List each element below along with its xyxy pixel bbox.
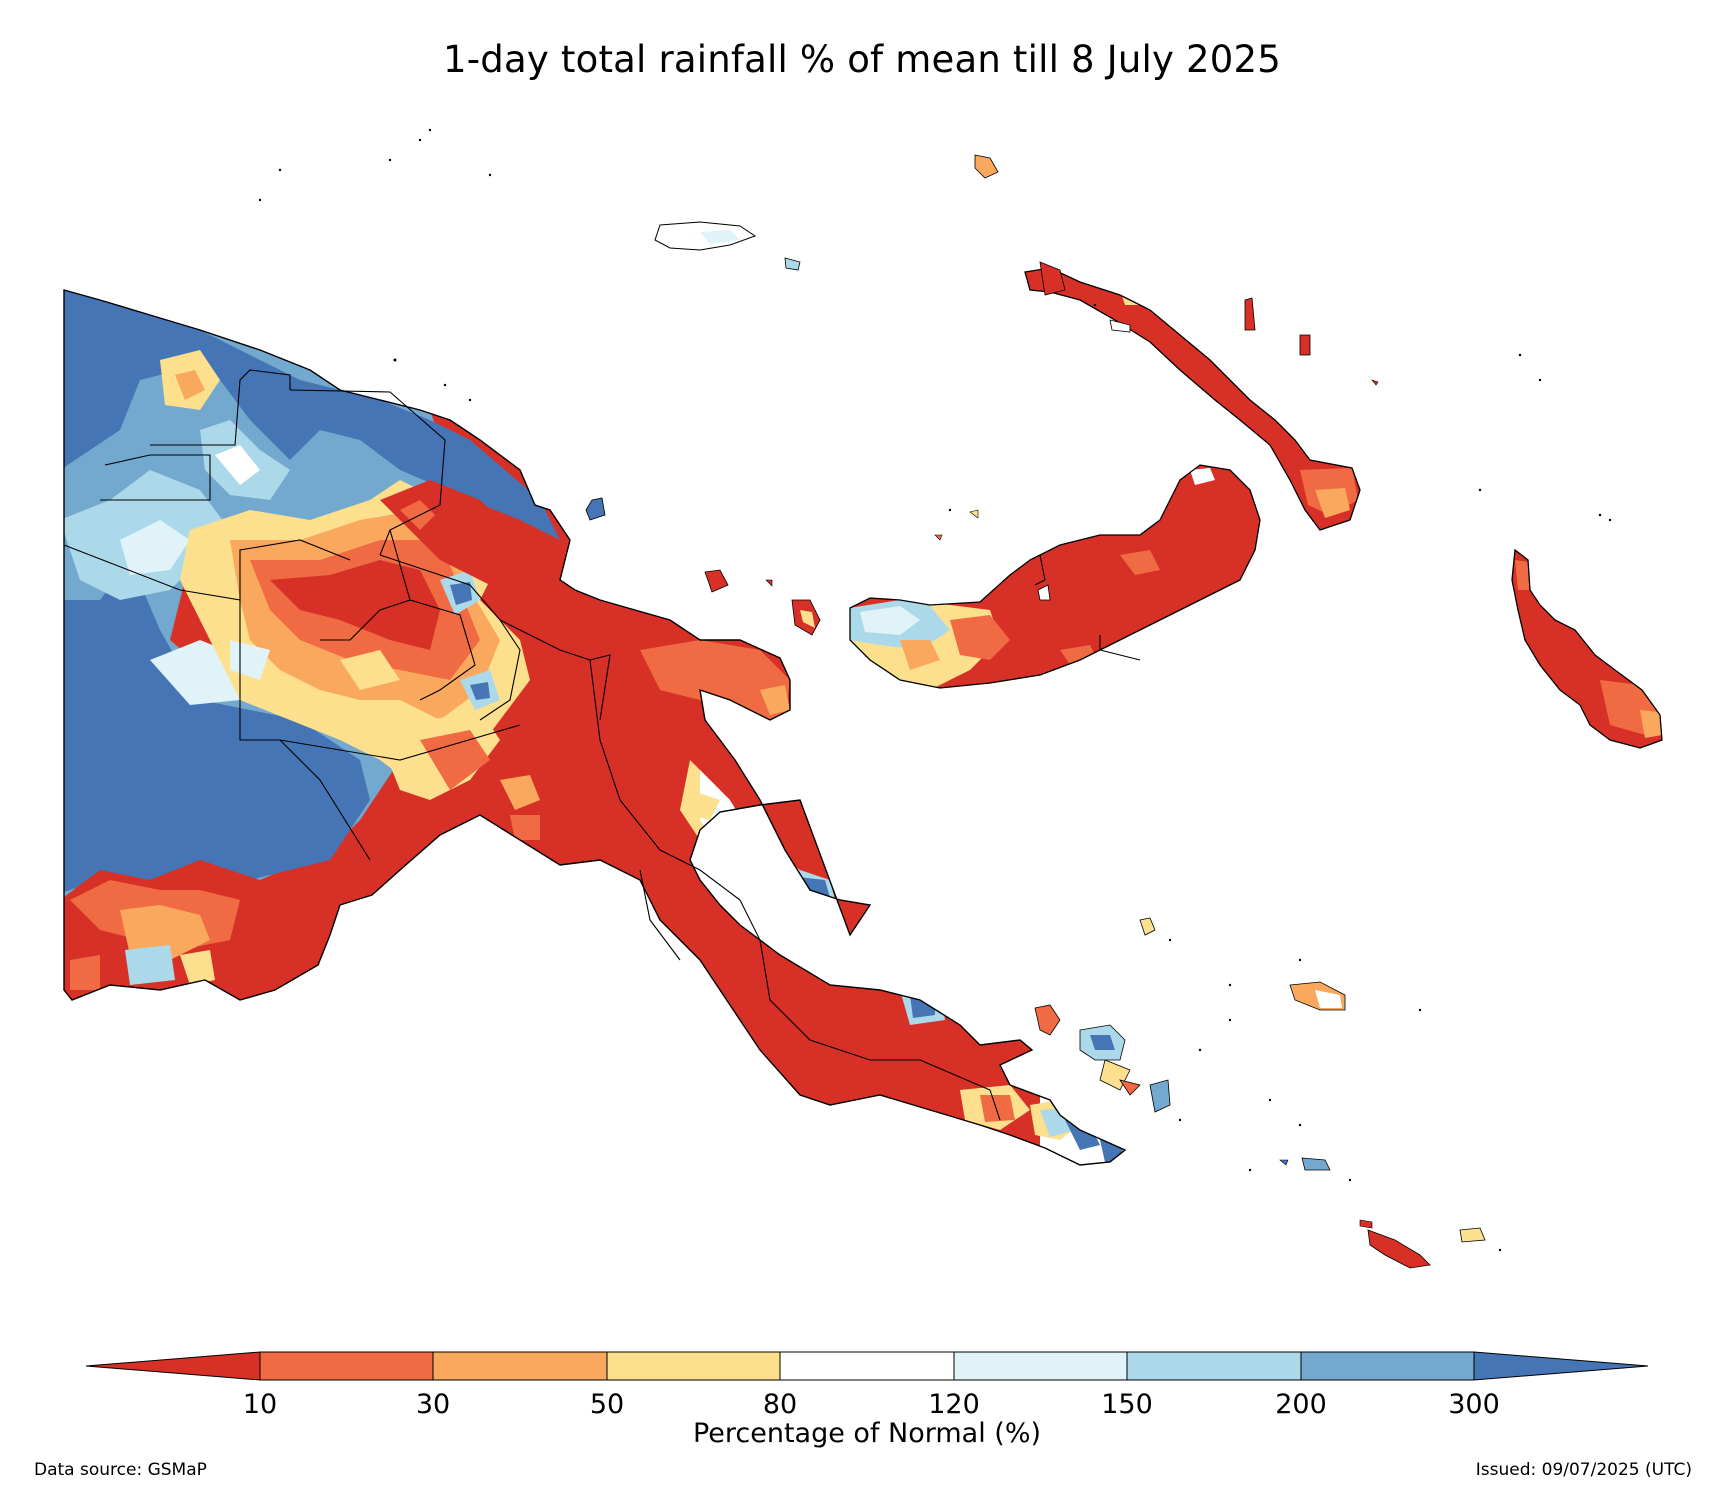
rainfall-map (63, 128, 1663, 1269)
colorbar-bin (259, 1351, 434, 1381)
colorbar-extend-low (85, 1351, 261, 1381)
colorbar-bin (953, 1351, 1128, 1381)
map-title: 1-day total rainfall % of mean till 8 Ju… (442, 38, 1281, 81)
colorbar-bin (779, 1351, 955, 1381)
colorbar-tick-label: 10 (243, 1389, 277, 1420)
colorbar-label: Percentage of Normal (%) (693, 1418, 1041, 1449)
colorbar-tick-label: 300 (1448, 1389, 1500, 1420)
colorbar-tick-label: 50 (590, 1389, 624, 1420)
colorbar-tick-label: 150 (1101, 1389, 1153, 1420)
data-source: Data source: GSMaP (34, 1460, 207, 1480)
colorbar-tick-label: 80 (763, 1389, 797, 1420)
colorbar-bin (432, 1351, 608, 1381)
colorbar-tick-label: 200 (1275, 1389, 1327, 1420)
colorbar-bin (1300, 1351, 1475, 1381)
colorbar-tick-label: 30 (416, 1389, 450, 1420)
issued-date: Issued: 09/07/2025 (UTC) (1475, 1460, 1692, 1480)
colorbar-bin (606, 1351, 781, 1381)
colorbar-tick-label: 120 (928, 1389, 980, 1420)
colorbar-extend-high (1473, 1351, 1649, 1381)
colorbar-bin (1126, 1351, 1302, 1381)
